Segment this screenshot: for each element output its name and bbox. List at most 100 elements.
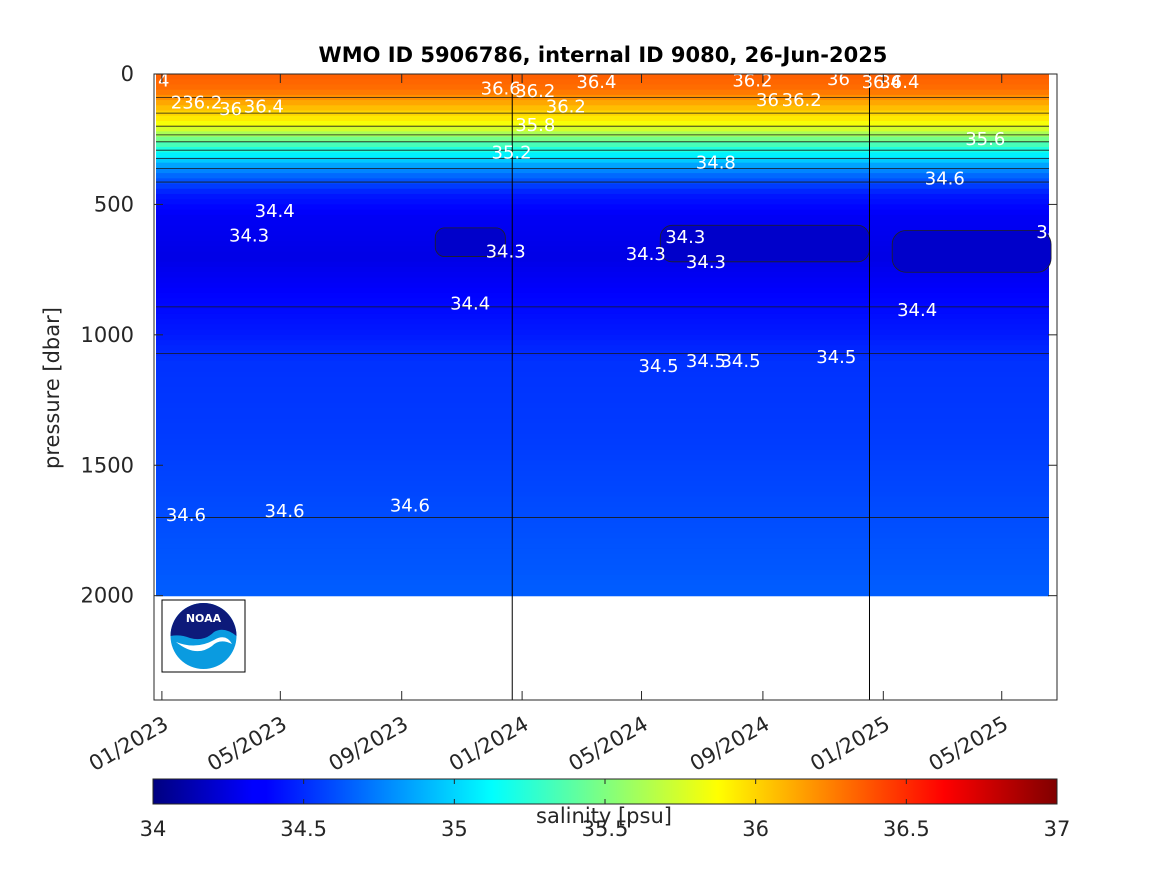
low-salinity-patch (434, 227, 506, 257)
x-tick-label: 05/2024 (564, 712, 652, 776)
salinity-band (156, 74, 1049, 80)
contour-label: 34.3 (665, 227, 705, 248)
salinity-band (156, 538, 1049, 545)
salinity-band (156, 209, 1049, 216)
contour-label: 236.2 (171, 93, 223, 114)
contour-label: 36.2 (515, 81, 555, 102)
salinity-band (156, 84, 1049, 91)
contour-label: 36 (756, 90, 779, 111)
contour-label: 34.5 (686, 351, 726, 372)
salinity-band (156, 162, 1049, 169)
contour-label: 35.6 (965, 129, 1005, 150)
salinity-band (156, 303, 1049, 310)
colorbar-tick-label: 35 (441, 817, 468, 841)
salinity-band (156, 256, 1049, 263)
colorbar-tick-label: 36 (742, 817, 769, 841)
salinity-band (156, 454, 1049, 461)
salinity-band (156, 126, 1049, 132)
salinity-band (156, 501, 1049, 508)
salinity-band (156, 402, 1049, 409)
plot-frame (153, 73, 1058, 701)
low-salinity-patch (891, 230, 1052, 273)
contour-label: 34.3 (1036, 222, 1076, 243)
salinity-band (156, 183, 1049, 190)
salinity-band (156, 460, 1049, 466)
colorbar-tick-label: 35.5 (582, 817, 629, 841)
salinity-band (156, 178, 1049, 185)
salinity-band (156, 131, 1049, 138)
salinity-band (156, 444, 1049, 451)
y-tick-label: 1000 (81, 323, 134, 347)
salinity-band (156, 360, 1049, 367)
salinity-band (156, 574, 1049, 581)
salinity-band (156, 486, 1049, 492)
salinity-band (156, 512, 1049, 519)
salinity-band (156, 397, 1049, 404)
salinity-band (156, 246, 1049, 252)
contour-label: 34.5 (816, 347, 856, 368)
salinity-band (156, 282, 1049, 289)
salinity-band (156, 465, 1049, 472)
salinity-band (156, 480, 1049, 487)
salinity-band (156, 423, 1049, 430)
x-tick-label: 09/2023 (325, 712, 413, 776)
salinity-band (156, 100, 1049, 106)
salinity-band (156, 334, 1049, 341)
contour-label: 34.3 (229, 226, 269, 247)
salinity-band (156, 313, 1049, 320)
year-boundary-lines (511, 74, 870, 700)
contour-label: 34.8 (696, 153, 736, 174)
contour-label: 36.2 (732, 71, 772, 92)
contour-label: 36.4 (244, 97, 284, 118)
salinity-band (156, 308, 1049, 315)
salinity-band (156, 590, 1049, 597)
salinity-band (156, 585, 1049, 592)
salinity-band (156, 251, 1049, 258)
contour-label: 36.4 (862, 72, 902, 93)
contour-label: 36 (827, 69, 850, 90)
salinity-band (156, 470, 1049, 477)
salinity-band (156, 329, 1049, 336)
colorbar-tick-label: 37 (1044, 817, 1071, 841)
contour-label: 34.6 (925, 168, 965, 189)
salinity-band (156, 293, 1049, 299)
salinity-band (156, 152, 1049, 159)
contour-label: 34.5 (639, 356, 679, 377)
contour-label: 34.3 (626, 244, 666, 265)
salinity-band (156, 240, 1049, 247)
salinity-band (156, 376, 1049, 383)
salinity-band (156, 345, 1049, 352)
salinity-band (156, 120, 1049, 127)
salinity-band (156, 267, 1049, 273)
salinity-band (156, 141, 1049, 148)
contour-label: 34.6 (166, 505, 206, 526)
salinity-band (156, 235, 1049, 242)
y-tick-label: 1500 (81, 453, 134, 477)
salinity-band (156, 543, 1049, 550)
contour-label: 36.2 (546, 97, 586, 118)
salinity-band (156, 89, 1049, 96)
salinity-band (156, 173, 1049, 179)
contour-label: 34.4 (450, 294, 490, 315)
salinity-band (156, 105, 1049, 112)
salinity-band (156, 225, 1049, 232)
salinity-band (156, 115, 1049, 122)
salinity-band (156, 167, 1049, 174)
salinity-band (156, 230, 1049, 237)
salinity-band (156, 204, 1049, 211)
salinity-band (156, 564, 1049, 571)
x-tick-label: 01/2023 (85, 712, 173, 776)
salinity-band (156, 371, 1049, 378)
salinity-band (156, 136, 1049, 143)
salinity-band (156, 407, 1049, 414)
y-tick-label: 2000 (81, 584, 134, 608)
salinity-band (156, 548, 1049, 555)
colorbar-tick-label: 34 (140, 817, 167, 841)
salinity-band (156, 355, 1049, 362)
salinity-band (156, 428, 1049, 435)
contour-label: 34.5 (720, 351, 760, 372)
contour-label: 34.3 (486, 241, 526, 262)
salinity-band (156, 449, 1049, 456)
salinity-band (156, 496, 1049, 503)
y-tick-label: 0 (121, 62, 134, 86)
